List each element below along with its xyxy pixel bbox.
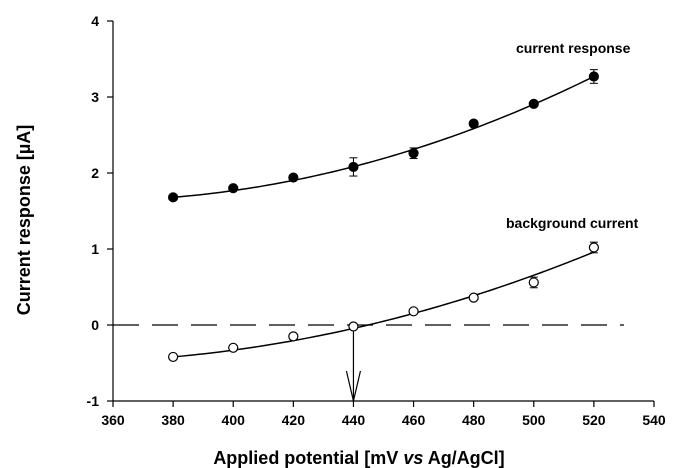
data-point-series-1 [288,331,299,342]
data-point-series-0 [528,98,539,109]
y-tick-label: 0 [91,317,99,333]
x-tick-label: 400 [222,412,246,428]
x-tick-label: 540 [642,412,666,428]
x-tick-label: 360 [101,412,125,428]
y-tick-label: 2 [91,165,99,181]
x-ticks: 360 380 400 420 440 460 480 500 520 540 [101,401,666,428]
data-point-series-1 [468,292,479,303]
fit-curve-0 [173,75,595,199]
x-axis-title: Applied potential [mV vs Ag/AgCl] [213,448,504,468]
data-point-series-0 [288,172,299,183]
data-point-series-1 [528,277,539,288]
data-point-series-1 [228,342,239,353]
x-axis-title-part-1: Applied potential [mV [213,448,403,468]
y-tick-label: -1 [87,393,100,409]
x-tick-label: 480 [462,412,486,428]
fit-curve-1 [173,251,595,358]
data-point-series-0 [348,161,359,173]
data-point-series-1 [408,306,419,317]
data-point-series-0 [468,118,479,129]
x-tick-label: 380 [161,412,185,428]
intersection-arrow [345,326,362,402]
data-point-series-0 [168,192,179,203]
data-point-series-1 [168,351,179,363]
x-tick-label: 500 [522,412,546,428]
y-axis-title: Current response [µA] [14,125,34,315]
x-tick-label: 420 [282,412,306,428]
y-tick-label: 3 [91,89,99,105]
data-point-series-1 [348,321,359,332]
data-point-series-0 [588,71,599,82]
data-point-series-0 [408,148,419,159]
series-label-current-response: current response [516,40,631,56]
data-points [168,69,599,363]
x-axis-title-part-2: Ag/AgCl] [423,448,504,468]
x-tick-label: 520 [582,412,606,428]
series-label-background-current: background current [506,215,639,231]
x-tick-label: 440 [342,412,366,428]
y-ticks: -1 0 1 2 3 4 [87,13,113,409]
data-point-series-1 [588,242,599,253]
arrow-head [345,370,362,402]
fit-curves [173,75,595,358]
y-tick-label: 1 [91,241,99,257]
plot-area: 360 380 400 420 440 460 480 500 520 540 -1 0 1 2 3 4 [87,13,666,428]
x-tick-label: 460 [402,412,426,428]
data-point-series-0 [228,183,239,194]
y-tick-label: 4 [91,13,99,29]
x-axis-title-vs: vs [403,448,423,468]
